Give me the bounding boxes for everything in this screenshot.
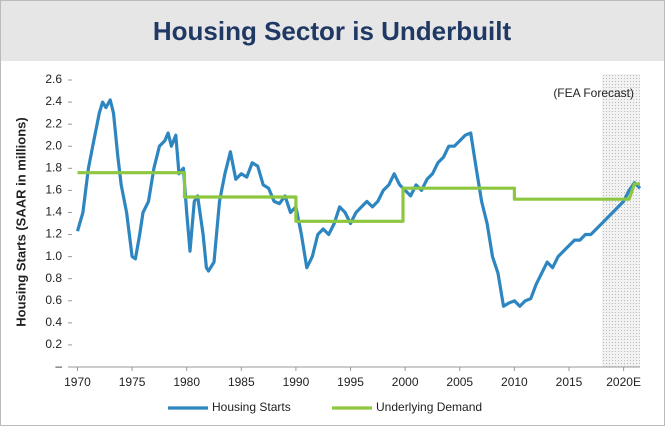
y-axis-label: Housing Starts (SAAR in millions) [13,117,28,326]
y-tick-label: 1.4 [45,205,62,219]
y-tick-label: 0.6 [45,293,62,307]
y-tick-label: 2.4 [45,94,62,108]
x-tick-label: 2000 [392,375,419,389]
x-tick-label: 1970 [64,375,91,389]
annotation: (FEA Forecast) [553,86,634,100]
x-tick-label: 2015 [556,375,583,389]
legend-label: Underlying Demand [376,400,482,414]
y-tick-label: 0.8 [45,271,62,285]
x-tick-label: 2020E [606,375,641,389]
y-tick-label: 1.0 [45,249,62,263]
series-line [77,171,640,223]
x-tick-label: 1995 [337,375,364,389]
y-tick-label: 0.4 [45,315,62,329]
y-tick-label: 1.8 [45,160,62,174]
x-tick-label: 1985 [228,375,255,389]
x-tick-label: 2005 [446,375,473,389]
y-tick-label: 2.0 [45,138,62,152]
x-tick-label: 1980 [173,375,200,389]
y-tick-label: 1.6 [45,183,62,197]
forecast-region [601,74,640,367]
y-tick-label: 2.6 [45,72,62,86]
series-line [75,98,642,308]
y-tick-label: 2.2 [45,116,62,130]
title-banner [1,1,664,61]
legend-label: Housing Starts [212,400,291,414]
x-tick-label: 2010 [501,375,528,389]
y-tick-label: – [55,359,62,373]
chart-title: Housing Sector is Underbuilt [153,16,512,46]
y-tick-label: 0.2 [45,337,62,351]
x-tick-label: 1990 [283,375,310,389]
x-tick-label: 1975 [119,375,146,389]
y-tick-label: 1.2 [45,227,62,241]
